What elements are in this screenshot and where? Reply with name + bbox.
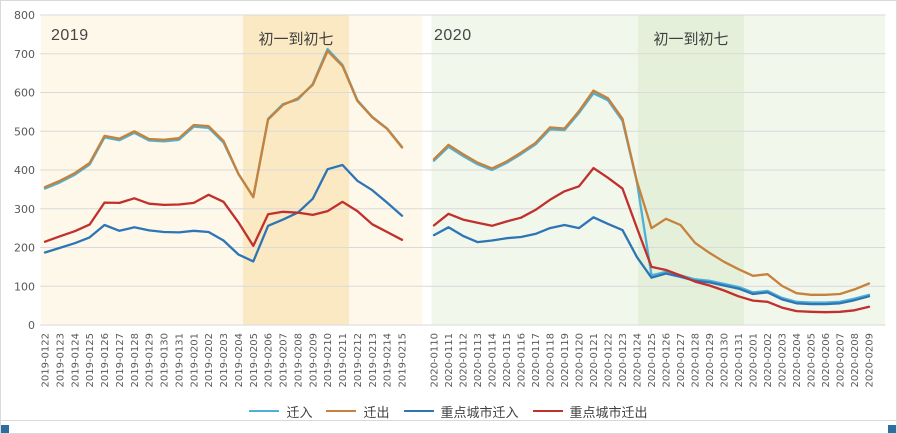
x-tick-label: 2020-0209 xyxy=(865,333,876,388)
legend-item-keycity-qianru[interactable]: 重点城市迁入 xyxy=(403,402,519,421)
x-tick-label: 2019-0127 xyxy=(115,333,126,388)
x-tick-label: 2020-0125 xyxy=(647,333,658,388)
series-line-重点城市迁入-2019 xyxy=(43,163,404,263)
x-tick-label: 2019-0214 xyxy=(383,333,394,388)
x-tick-label: 2019-0204 xyxy=(234,333,245,388)
series-line-重点城市迁出-2019 xyxy=(43,193,404,248)
x-tick-label: 2019-0215 xyxy=(398,333,409,388)
x-tick-label: 2019-0130 xyxy=(160,333,171,388)
x-tick-label: 2020-0203 xyxy=(778,333,789,388)
x-tick-label: 2019-0208 xyxy=(293,333,304,388)
legend-line-swatch xyxy=(326,410,357,412)
y-axis-labels: 0 100 200 300 400 500 600 700 800 xyxy=(14,9,35,332)
x-tick-label: 2020-0114 xyxy=(488,333,499,388)
x-tick-label: 2019-0212 xyxy=(353,333,364,388)
series-line-重点城市迁入-2020 xyxy=(432,216,871,306)
x-tick-label: 2020-0118 xyxy=(546,333,557,388)
x-axis-labels: 2019-0122 2019-0123 2019-0124 2019-0125 2019… xyxy=(41,333,876,388)
legend-label: 重点城市迁入 xyxy=(440,404,519,420)
x-tick-label: 2020-0205 xyxy=(807,333,818,388)
x-tick-label: 2019-0210 xyxy=(323,333,334,388)
series-line-迁出-2019 xyxy=(43,49,404,199)
x-tick-label: 2020-0112 xyxy=(459,333,470,388)
x-tick-label: 2020-0119 xyxy=(560,333,571,388)
x-tick-label: 2019-0202 xyxy=(204,333,215,388)
legend-item-qianchu[interactable]: 迁出 xyxy=(326,402,390,421)
x-tick-label: 2019-0123 xyxy=(55,333,66,388)
chart-legend: 迁入 迁出 重点城市迁入 重点城市迁出 xyxy=(1,401,896,421)
series-lines xyxy=(43,47,871,314)
x-tick-label: 2020-0201 xyxy=(749,333,760,388)
x-tick-label: 2020-0207 xyxy=(836,333,847,388)
x-tick-label: 2019-0129 xyxy=(145,333,156,388)
x-tick-label: 2020-0126 xyxy=(662,333,673,388)
series-line-迁出-2020 xyxy=(432,89,871,296)
x-tick-label: 2020-0130 xyxy=(720,333,731,388)
y-tick-label: 700 xyxy=(14,48,35,61)
holiday-band-label-2020: 初一到初七 xyxy=(653,31,729,48)
x-tick-label: 2019-0205 xyxy=(249,333,260,388)
x-tick-label: 2019-0206 xyxy=(264,333,275,388)
panel-title-2019: 2019 xyxy=(51,27,89,44)
window-edge-left xyxy=(1,425,9,433)
x-tick-label: 2020-0202 xyxy=(763,333,774,388)
gridlines xyxy=(40,14,886,326)
legend-label: 迁出 xyxy=(363,404,390,420)
x-tick-label: 2020-0204 xyxy=(792,333,803,388)
x-tick-label: 2020-0113 xyxy=(473,333,484,388)
x-tick-label: 2019-0122 xyxy=(41,333,52,388)
x-tick-label: 2019-0203 xyxy=(219,333,230,388)
x-tick-label: 2020-0124 xyxy=(633,333,644,388)
legend-item-qianru[interactable]: 迁入 xyxy=(249,402,312,421)
x-tick-label: 2019-0125 xyxy=(85,333,96,388)
x-tick-label: 2020-0208 xyxy=(850,333,861,388)
legend-label: 重点城市迁出 xyxy=(569,404,648,420)
legend-line-swatch xyxy=(249,410,280,412)
x-tick-label: 2020-0129 xyxy=(705,333,716,388)
series-line-迁入-2020 xyxy=(432,92,871,304)
x-tick-label: 2019-0213 xyxy=(368,333,379,388)
x-tick-label: 2020-0115 xyxy=(502,333,513,388)
y-tick-label: 100 xyxy=(14,280,35,293)
y-tick-label: 500 xyxy=(14,125,35,138)
x-tick-label: 2020-0122 xyxy=(604,333,615,388)
x-tick-label: 2019-0201 xyxy=(189,333,200,388)
legend-item-keycity-qianchu[interactable]: 重点城市迁出 xyxy=(532,402,648,421)
y-tick-label: 200 xyxy=(14,242,35,255)
x-tick-label: 2019-0126 xyxy=(100,333,111,388)
holiday-band-label-2019: 初一到初七 xyxy=(258,31,334,48)
series-line-重点城市迁出-2020 xyxy=(432,166,871,314)
y-tick-label: 300 xyxy=(14,203,35,216)
x-tick-label: 2020-0120 xyxy=(575,333,586,388)
x-tick-label: 2020-0121 xyxy=(589,333,600,388)
legend-label: 迁入 xyxy=(286,404,313,420)
x-tick-label: 2019-0128 xyxy=(130,333,141,388)
x-tick-label: 2020-0123 xyxy=(618,333,629,388)
legend-line-swatch xyxy=(532,410,563,412)
y-tick-label: 600 xyxy=(14,87,35,100)
x-tick-label: 2020-0127 xyxy=(676,333,687,388)
chart-bottom-border xyxy=(1,420,896,421)
x-tick-label: 2020-0131 xyxy=(734,333,745,388)
y-tick-label: 800 xyxy=(14,9,35,22)
x-tick-label: 2020-0128 xyxy=(691,333,702,388)
y-tick-label: 0 xyxy=(28,319,35,332)
x-tick-label: 2020-0117 xyxy=(531,333,542,388)
x-tick-label: 2019-0211 xyxy=(338,333,349,388)
x-tick-label: 2019-0131 xyxy=(174,333,185,388)
x-tick-label: 2020-0206 xyxy=(821,333,832,388)
legend-line-swatch xyxy=(403,410,434,412)
x-tick-label: 2019-0209 xyxy=(308,333,319,388)
x-tick-label: 2020-0110 xyxy=(430,333,441,388)
window-edge-right xyxy=(888,425,896,433)
y-tick-label: 400 xyxy=(14,164,35,177)
x-tick-label: 2019-0207 xyxy=(279,333,290,388)
x-tick-label: 2020-0116 xyxy=(517,333,528,388)
panel-title-2020: 2020 xyxy=(434,27,472,44)
x-tick-label: 2020-0111 xyxy=(444,333,455,388)
x-tick-label: 2019-0124 xyxy=(70,333,81,388)
